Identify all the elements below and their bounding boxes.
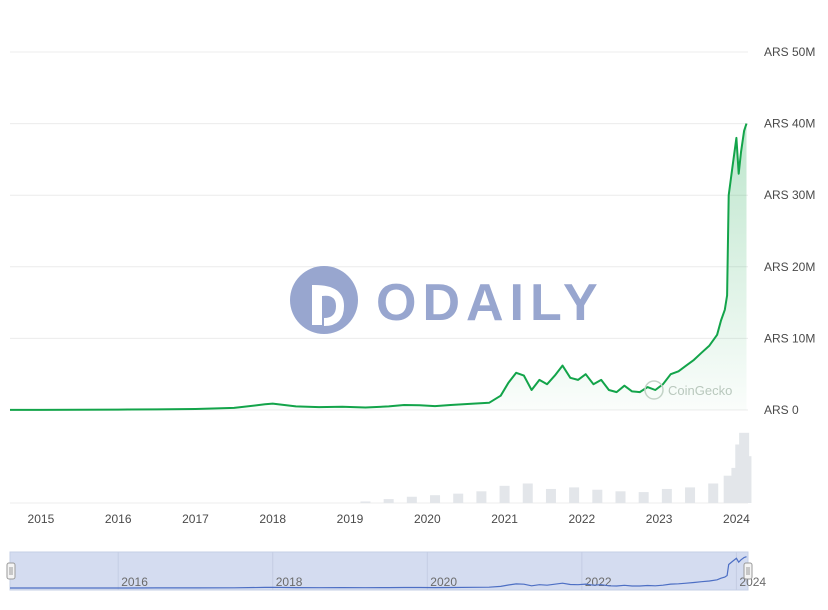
x-tick-label: 2024 [723, 512, 750, 526]
volume-bar [453, 494, 463, 503]
y-tick-label: ARS 40M [764, 117, 815, 131]
volume-bar [662, 489, 672, 503]
x-axis-ticks: 2015 2016 2017 2018 2019 2020 2021 2022 2023 2024 [28, 512, 751, 526]
x-tick-label: 2015 [28, 512, 55, 526]
navigator-tick-label: 2022 [585, 575, 612, 589]
x-tick-label: 2017 [182, 512, 209, 526]
watermark-brand-text: ODAILY [376, 274, 604, 332]
x-tick-label: 2019 [337, 512, 364, 526]
volume-bar [430, 495, 440, 503]
y-tick-label: ARS 10M [764, 331, 815, 345]
navigator-tick-label: 2024 [739, 575, 766, 589]
coingecko-text: CoinGecko [668, 383, 732, 398]
volume-bar [615, 491, 625, 503]
volume-bar [546, 489, 556, 503]
volume-bar [360, 501, 370, 503]
x-tick-label: 2022 [569, 512, 596, 526]
x-tick-label: 2016 [105, 512, 132, 526]
y-tick-label: ARS 0 [764, 403, 799, 417]
odaily-watermark: ODAILY [290, 266, 604, 334]
y-tick-label: ARS 20M [764, 260, 815, 274]
volume-bar [592, 490, 602, 503]
volume-bar [685, 487, 695, 503]
navigator-right-handle[interactable] [744, 563, 752, 579]
volume-bar [407, 497, 417, 503]
navigator-tick-label: 2016 [121, 575, 148, 589]
volume-bar [500, 486, 510, 503]
volume-bar [523, 484, 533, 504]
volume-bar [708, 484, 718, 504]
volume-bar [384, 499, 394, 503]
x-tick-label: 2018 [259, 512, 286, 526]
y-tick-label: ARS 30M [764, 188, 815, 202]
volume-bar [741, 456, 751, 503]
navigator-left-handle[interactable] [7, 563, 15, 579]
odaily-logo-icon [290, 266, 358, 334]
y-axis-ticks: ARS 0 ARS 10M ARS 20M ARS 30M ARS 40M ARS 50M [764, 45, 815, 417]
x-tick-label: 2023 [646, 512, 673, 526]
y-tick-label: ARS 50M [764, 45, 815, 59]
volume-bar [476, 491, 486, 503]
volume-bars [360, 433, 751, 503]
volume-bar [639, 492, 649, 503]
x-tick-label: 2021 [491, 512, 518, 526]
x-tick-label: 2020 [414, 512, 441, 526]
volume-bar [569, 487, 579, 503]
